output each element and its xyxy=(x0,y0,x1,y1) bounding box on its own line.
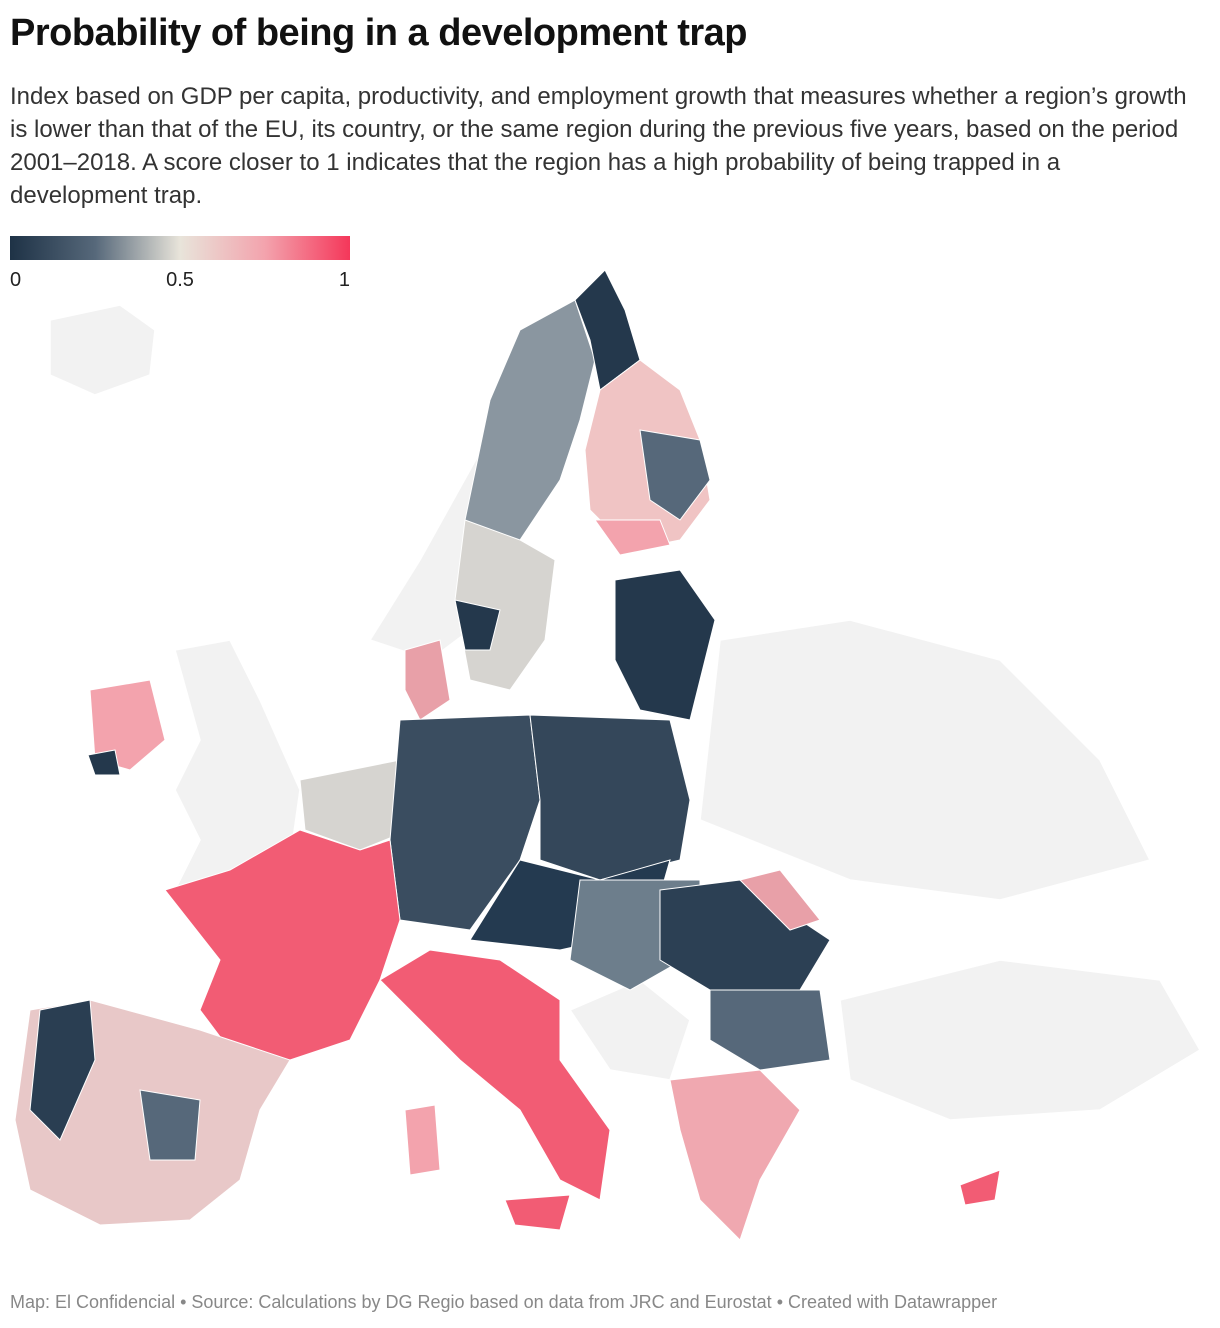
legend: 0 0.5 1 xyxy=(10,236,350,291)
subtitle: Index based on GDP per capita, productiv… xyxy=(10,83,1187,209)
title: Probability of being in a development tr… xyxy=(10,12,747,54)
legend-gradient xyxy=(10,236,350,260)
legend-label: 1 xyxy=(339,269,350,291)
legend-label: 0.5 xyxy=(166,269,194,291)
legend-label: 0 xyxy=(10,269,21,291)
regions xyxy=(14,269,1001,1241)
footer: Map: El Confidencial • Source: Calculati… xyxy=(10,1292,998,1312)
